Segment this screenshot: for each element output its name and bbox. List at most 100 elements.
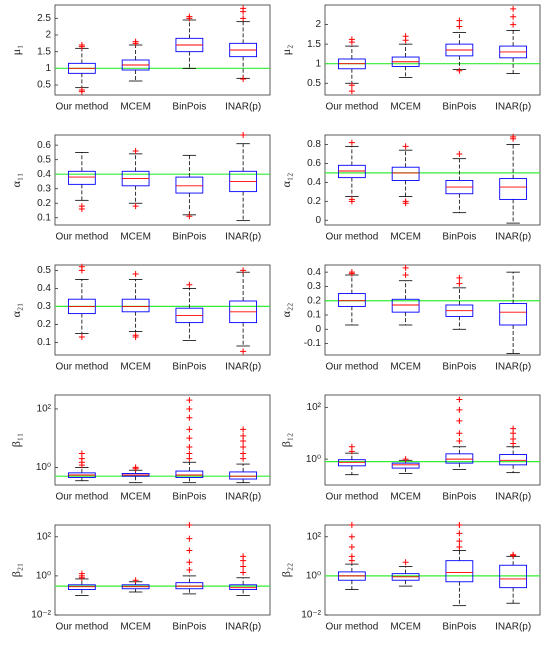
outlier [348,522,355,528]
outlier [456,544,463,550]
outlier [132,203,139,210]
outlier [78,450,85,457]
outlier [132,147,139,154]
outlier [78,263,85,270]
box [391,166,420,181]
outlier [186,567,193,573]
box [445,560,474,583]
outlier [240,267,247,274]
outlier [132,38,139,45]
outlier [456,438,463,445]
outlier [186,213,193,220]
outlier [240,553,247,560]
outlier [186,522,193,528]
x-tick-label: MCEM [120,492,151,503]
box [175,470,204,478]
x-tick-label: MCEM [120,102,151,113]
outlier [132,334,139,340]
y-tick-label: 0.6 [307,158,321,169]
x-tick-label: MCEM [390,232,421,243]
outlier [510,425,517,432]
outlier [456,430,463,437]
box [175,176,204,194]
outlier [186,405,193,412]
y-axis-label: β₂₁ [9,563,23,577]
y-tick-label: 10² [37,404,52,415]
outlier [240,15,247,22]
y-tick-label: 0.5 [307,78,321,89]
outlier [348,36,355,43]
x-tick-label: BinPois [172,232,206,243]
x-tick-label: INAR(p) [225,362,261,373]
y-tick-label: 0.8 [307,139,321,150]
y-axis-label: β₁₁ [9,433,23,447]
y-tick-label: 0.5 [37,154,51,165]
y-tick-label: 10⁰ [36,462,51,473]
y-tick-label: 1 [45,63,51,74]
x-tick-label: BinPois [172,362,206,373]
outlier [510,13,517,20]
plot-area [54,264,271,356]
y-axis-label: α₁₂ [279,173,293,188]
plot-area [324,134,541,226]
x-tick-label: INAR(p) [225,102,261,113]
x-tick-label: BinPois [442,492,476,503]
box [229,584,258,591]
outlier [186,559,193,566]
y-tick-label: 1.5 [307,39,321,50]
box [67,170,96,185]
x-tick-label: MCEM [390,102,421,113]
x-tick-label: MCEM [120,622,151,633]
outlier [240,569,247,576]
y-tick-label: 0.1 [37,212,51,223]
x-tick-label: INAR(p) [225,622,261,633]
y-tick-label: 0.3 [37,183,51,194]
x-tick-label: BinPois [172,102,206,113]
outlier [186,535,193,542]
y-tick-label: 10⁰ [306,571,321,582]
outlier [402,33,409,40]
x-tick-label: Our method [55,492,108,503]
x-tick-label: INAR(p) [495,492,531,503]
outlier [402,143,409,150]
x-tick-label: Our method [325,492,378,503]
x-tick-label: INAR(p) [495,232,531,243]
x-tick-label: MCEM [390,362,421,373]
y-tick-label: 0.2 [37,319,51,330]
y-tick-label: 10⁻² [31,610,51,621]
plot-area [54,134,271,226]
y-tick-label: 0.2 [307,196,321,207]
outlier [132,464,139,471]
y-tick-label: -0.1 [304,338,322,349]
outlier [402,200,409,207]
y-tick-label: 0.1 [37,337,51,348]
outlier [186,426,193,433]
outlier [456,522,463,528]
plot-area [54,394,271,486]
x-tick-label: MCEM [390,492,421,503]
y-tick-label: 2 [45,30,51,41]
outlier [456,406,463,413]
y-tick-label: 0.4 [37,283,51,294]
outlier [240,450,247,457]
plot-area [324,4,541,96]
outlier [510,435,517,442]
y-tick-label: 10⁰ [36,571,51,582]
x-tick-label: INAR(p) [495,102,531,113]
outlier [186,450,193,457]
outlier [402,272,409,278]
x-tick-label: BinPois [442,102,476,113]
x-tick-label: MCEM [120,362,151,373]
outlier [78,42,85,48]
x-tick-label: BinPois [172,492,206,503]
box [391,462,420,469]
outlier [510,5,517,12]
y-tick-label: 1.5 [37,46,51,57]
y-tick-label: 0.6 [37,140,51,151]
outlier [240,438,247,445]
y-axis-label: μ₁ [9,45,23,56]
outlier [186,435,193,442]
outlier [456,280,463,287]
outlier [402,456,409,463]
